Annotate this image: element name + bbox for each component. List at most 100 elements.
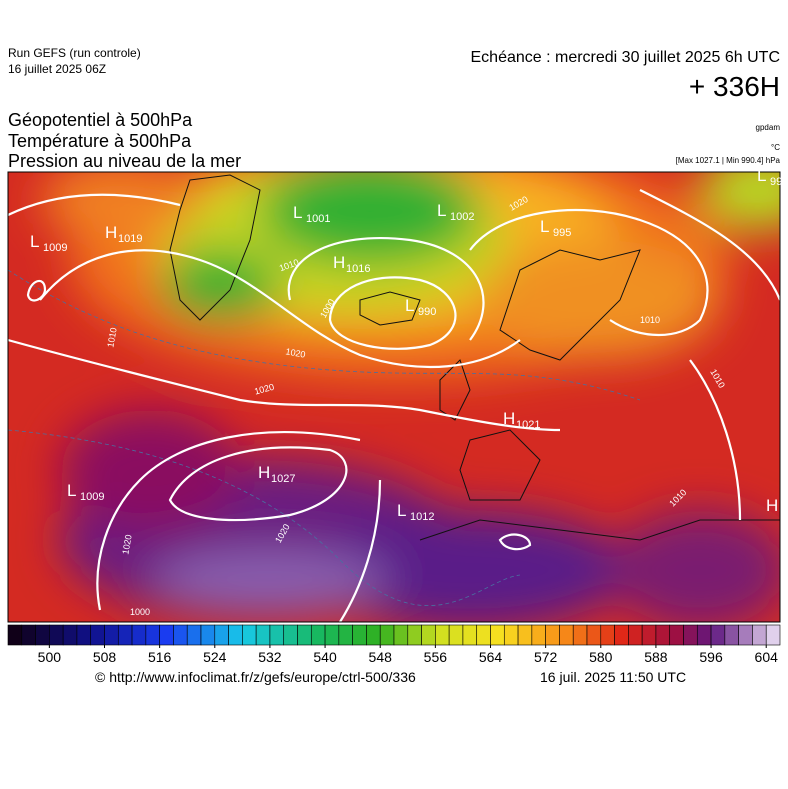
- colorbar-swatch: [752, 624, 767, 646]
- colorbar-swatch: [545, 624, 560, 646]
- colorbar-swatch: [76, 624, 92, 646]
- colorbar-swatch: [352, 624, 367, 646]
- isobar-label: 1010: [105, 327, 118, 348]
- colorbar-tick-label: 604: [755, 649, 779, 665]
- colorbar-tick-label: 532: [258, 649, 282, 665]
- colorbar-swatch: [696, 624, 712, 646]
- colorbar-tick-label: 588: [644, 649, 668, 665]
- center-value: 1019: [118, 233, 142, 245]
- colorbar-swatch: [21, 624, 36, 646]
- colorbar-swatch: [159, 624, 174, 646]
- colorbar-swatch: [724, 624, 739, 646]
- colorbar-swatch: [35, 624, 50, 646]
- colorbar-swatch: [200, 624, 216, 646]
- colorbar-swatch: [407, 624, 422, 646]
- center-value: 1012: [410, 511, 434, 523]
- colorbar-tick-label: 572: [534, 649, 558, 665]
- center-value: 99: [770, 176, 782, 188]
- echeance: Echéance : mercredi 30 juillet 2025 6h U…: [471, 49, 781, 66]
- colorbar-swatch: [600, 624, 615, 646]
- colorbar-swatch: [765, 624, 781, 646]
- run-label: Run GEFS (run controle): [8, 46, 141, 60]
- colorbar-swatch: [49, 624, 64, 646]
- footer-time: 16 juil. 2025 11:50 UTC: [540, 669, 686, 685]
- run-date: 16 juillet 2025 06Z: [8, 62, 106, 76]
- isobar-label: 1020: [285, 346, 306, 359]
- footer-url: © http://www.infoclimat.fr/z/gefs/europe…: [95, 669, 416, 685]
- colorbar-swatch: [242, 624, 257, 646]
- center-kind: L: [437, 201, 446, 220]
- colorbar-swatch: [117, 624, 133, 646]
- center-value: 1016: [346, 263, 370, 275]
- colorbar: 500 508 516 524 532 540 548 556 564 572 580 588 596 6…: [7, 624, 781, 665]
- unit-label: °C: [771, 143, 780, 152]
- colorbar-swatch: [131, 624, 147, 646]
- center-value: 1001: [306, 213, 330, 225]
- colorbar-tick-label: 540: [313, 649, 337, 665]
- center-value: 1009: [43, 242, 67, 254]
- center-kind: L: [405, 296, 414, 315]
- colorbar-swatch: [572, 624, 588, 646]
- colorbar-tick-label: 580: [589, 649, 613, 665]
- center-value: 1027: [271, 473, 295, 485]
- colorbar-swatch: [421, 624, 436, 646]
- center-kind: H: [503, 409, 515, 428]
- colorbar-swatch: [324, 624, 340, 646]
- colorbar-swatch: [338, 624, 353, 646]
- colorbar-swatch: [186, 624, 202, 646]
- colorbar-swatch: [503, 624, 519, 646]
- isobar-label: 1020: [120, 534, 133, 555]
- center-value: 1002: [450, 211, 474, 223]
- map: [8, 172, 780, 622]
- colorbar-swatch: [366, 624, 381, 646]
- colorbar-swatch: [531, 624, 546, 646]
- colorbar-tick-label: 524: [203, 649, 227, 665]
- isobar-label: 1010: [640, 315, 660, 325]
- colorbar-swatch: [283, 624, 298, 646]
- colorbar-swatch: [104, 624, 119, 646]
- colorbar-tick-label: 548: [369, 649, 393, 665]
- title: Pression au niveau de la mer: [8, 151, 241, 171]
- colorbar-swatch: [255, 624, 271, 646]
- colorbar-tick-label: 564: [479, 649, 503, 665]
- colorbar-swatch: [297, 624, 312, 646]
- colorbar-swatch: [448, 624, 464, 646]
- center-kind: H: [258, 463, 270, 482]
- colorbar-swatch: [614, 624, 629, 646]
- center-value: 1021: [516, 419, 540, 431]
- colorbar-swatch: [393, 624, 409, 646]
- center-kind: L: [67, 481, 76, 500]
- colorbar-swatch: [683, 624, 698, 646]
- colorbar-swatch: [379, 624, 395, 646]
- center-kind: L: [397, 501, 406, 520]
- colorbar-swatch: [655, 624, 671, 646]
- colorbar-swatch: [476, 624, 491, 646]
- colorbar-swatch: [173, 624, 188, 646]
- colorbar-swatch: [7, 624, 23, 646]
- colorbar-swatch: [145, 624, 160, 646]
- colorbar-tick-label: 508: [93, 649, 117, 665]
- colorbar-swatch: [90, 624, 105, 646]
- colorbar-swatch: [586, 624, 602, 646]
- colorbar-swatch: [559, 624, 574, 646]
- center-kind: H: [333, 253, 345, 272]
- colorbar-swatch: [669, 624, 684, 646]
- colorbar-tick-label: 516: [148, 649, 172, 665]
- colorbar-swatch: [310, 624, 326, 646]
- colorbar-swatch: [269, 624, 285, 646]
- colorbar-swatch: [462, 624, 478, 646]
- colorbar-swatch: [738, 624, 753, 646]
- center-kind: L: [293, 203, 302, 222]
- center-kind: L: [540, 217, 549, 236]
- colorbar-swatch: [214, 624, 229, 646]
- center-kind: H: [766, 496, 778, 515]
- colorbar-tick-label: 596: [699, 649, 723, 665]
- lead-time: + 336H: [689, 71, 780, 102]
- title: Température à 500hPa: [8, 131, 192, 151]
- colorbar-tick-label: 500: [38, 649, 62, 665]
- colorbar-swatch: [435, 624, 450, 646]
- center-value: 1009: [80, 491, 104, 503]
- unit-label: gpdam: [756, 123, 781, 132]
